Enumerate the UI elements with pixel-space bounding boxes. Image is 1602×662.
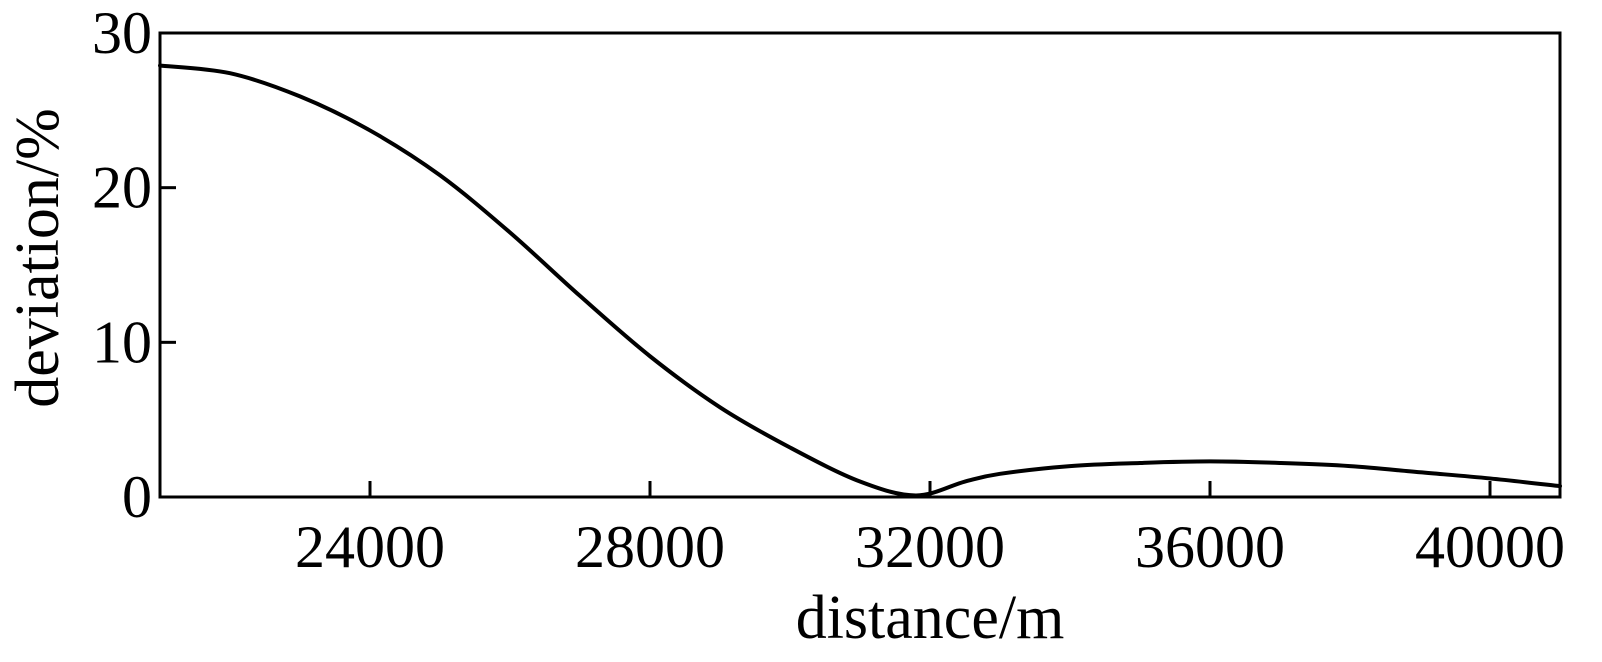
x-tick-label: 24000 <box>295 514 445 580</box>
y-tick-label: 10 <box>92 309 152 375</box>
y-axis-title: deviation/% <box>4 108 72 408</box>
x-tick-label: 40000 <box>1415 514 1565 580</box>
x-tick-label: 28000 <box>575 514 725 580</box>
y-tick-label: 30 <box>92 0 152 66</box>
x-tick-label: 36000 <box>1135 514 1285 580</box>
plot-frame <box>158 31 1562 499</box>
y-tick-label: 0 <box>122 464 152 530</box>
x-axis-ticks: 24000 28000 32000 36000 40000 <box>295 481 1565 580</box>
plot-area <box>158 31 1562 499</box>
series-line <box>158 63 1562 498</box>
series-layer <box>158 63 1562 498</box>
y-axis-ticks: 0 10 20 30 <box>92 0 176 530</box>
x-tick-label: 32000 <box>855 514 1005 580</box>
x-axis-title: distance/m <box>796 584 1065 652</box>
y-tick-label: 20 <box>92 155 152 221</box>
